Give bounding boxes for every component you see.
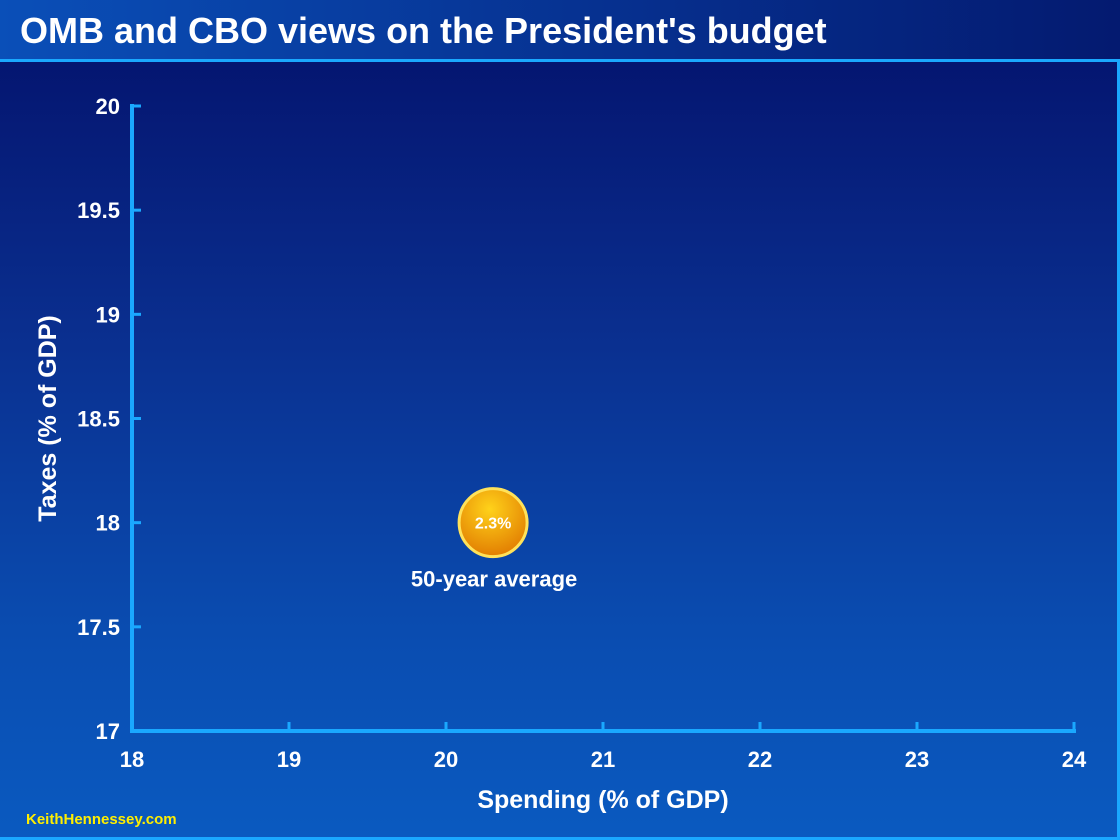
marks-group: 2.3% 50-year average [411, 487, 577, 592]
data-point-annotation: 50-year average [411, 567, 577, 592]
data-point-label: 2.3% [475, 516, 511, 533]
y-tick-label: 17 [96, 719, 120, 744]
x-tick-label: 20 [434, 747, 458, 772]
y-tick-label: 18 [96, 511, 120, 536]
x-tick-label: 18 [120, 747, 144, 772]
y-tick-label: 20 [96, 94, 120, 119]
x-tick-label: 23 [905, 747, 929, 772]
slide-title: OMB and CBO views on the President's bud… [20, 10, 827, 51]
title-bar: OMB and CBO views on the President's bud… [0, 0, 1120, 62]
footer-source: KeithHennessey.com [26, 811, 177, 828]
x-axis-label: Spending (% of GDP) [477, 786, 728, 814]
y-tick-label: 17.5 [77, 615, 120, 640]
axes-group: 17 17.5 18 18.5 19 19.5 20 18 19 20 21 22 23 24 Spendi… [34, 94, 1087, 814]
y-axis-label: Taxes (% of GDP) [34, 315, 62, 522]
x-tick-label: 22 [748, 747, 772, 772]
x-tick-label: 24 [1062, 747, 1087, 772]
x-tick-label: 21 [591, 747, 615, 772]
y-tick-label: 18.5 [77, 407, 120, 432]
data-point-bubble [457, 487, 529, 559]
y-tick-label: 19 [96, 302, 120, 327]
x-tick-label: 19 [277, 747, 301, 772]
y-tick-label: 19.5 [77, 198, 120, 223]
